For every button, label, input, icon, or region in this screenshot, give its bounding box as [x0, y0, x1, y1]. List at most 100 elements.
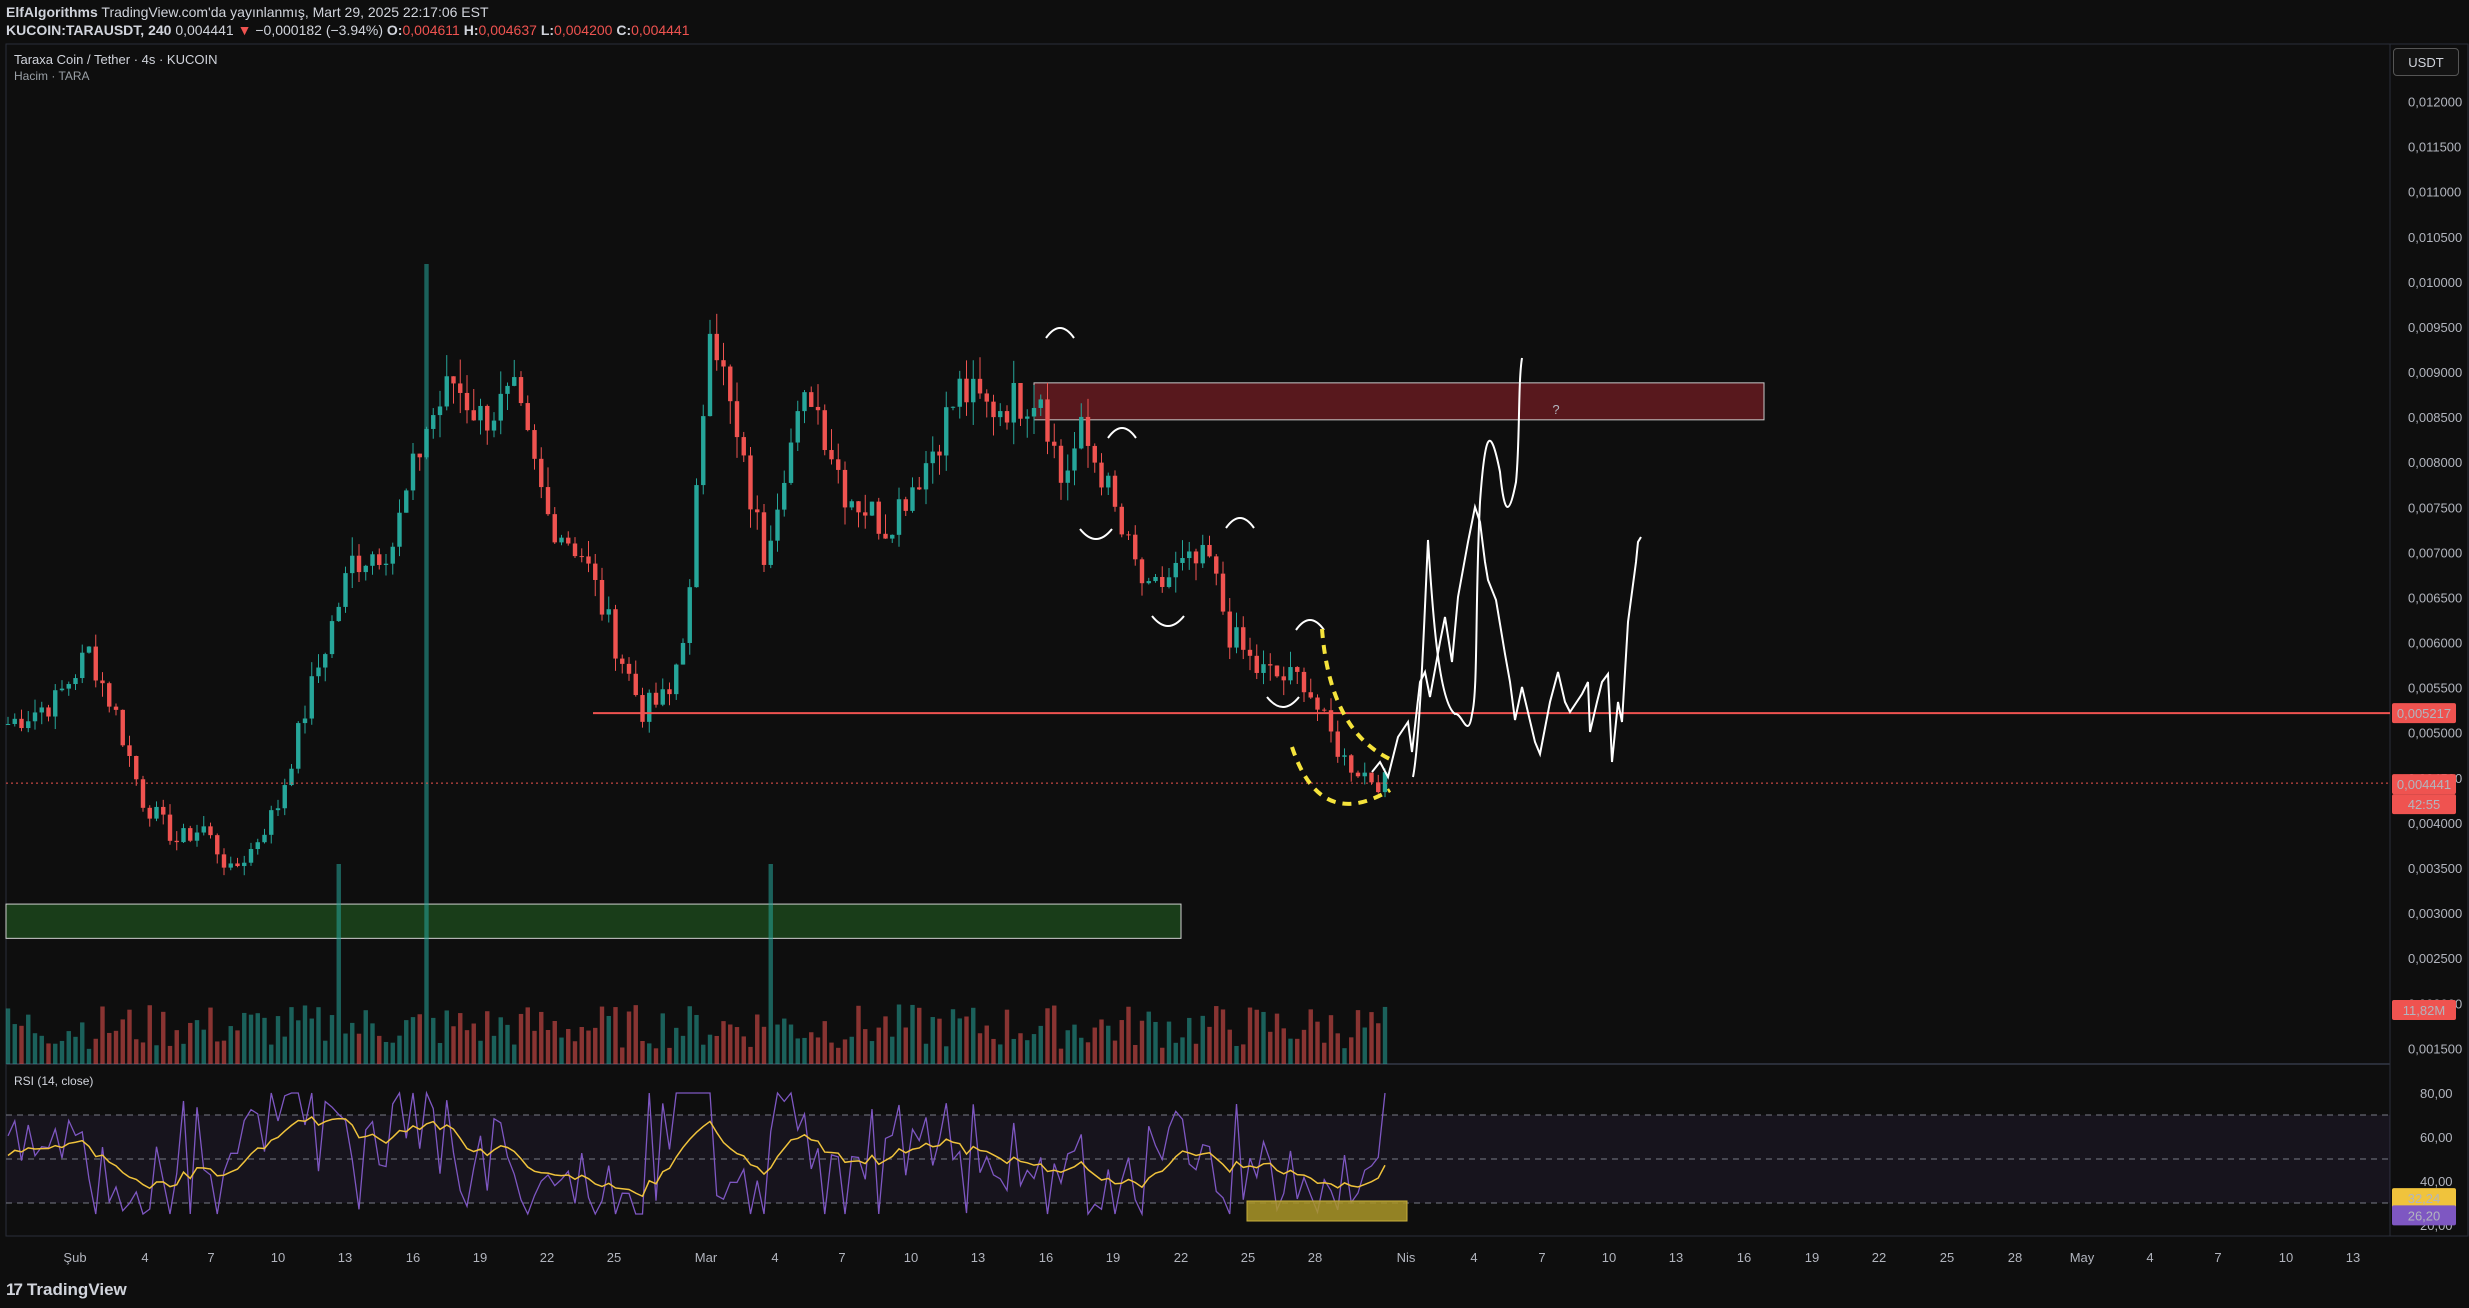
candle-body	[296, 723, 301, 769]
price-tick-label: 0,006000	[2408, 636, 2462, 651]
candle-body	[613, 609, 618, 659]
candle-body	[964, 378, 969, 403]
low-value: 0,004200	[554, 22, 613, 38]
candle-body	[356, 555, 362, 573]
candle-body	[566, 537, 571, 544]
close-value: 0,004441	[631, 22, 690, 38]
candle-body	[269, 810, 274, 835]
time-tick-label: 10	[271, 1250, 285, 1265]
candle-body	[525, 403, 530, 431]
volume-bar	[829, 1042, 834, 1064]
candle-body	[1322, 709, 1327, 711]
candle-body	[647, 692, 652, 722]
volume-bar	[640, 1041, 645, 1064]
author-name[interactable]: ElfAlgorithms	[6, 4, 98, 20]
time-tick-label: 28	[2008, 1250, 2022, 1265]
volume-bar	[228, 1026, 233, 1064]
volume-bar	[194, 1020, 200, 1064]
candle-body	[593, 563, 598, 580]
volume-bar	[26, 1014, 31, 1064]
volume-bar	[53, 1043, 58, 1064]
time-tick-label: 4	[141, 1250, 148, 1265]
series-legend[interactable]: Taraxa Coin / Tether · 4s · KUCOIN	[14, 52, 218, 67]
price-tick-label: 0,008000	[2408, 455, 2462, 470]
candle-body	[350, 555, 355, 574]
volume-bar	[525, 1007, 530, 1064]
symbol-label[interactable]: KUCOIN:TARAUSDT, 240	[6, 22, 172, 38]
candle-body	[201, 826, 206, 833]
candle-body	[431, 415, 436, 429]
candle-body	[1281, 676, 1286, 681]
candle-body	[923, 463, 929, 490]
candle-body	[606, 609, 611, 615]
tradingview-logo[interactable]: 17 TradingView	[6, 1280, 127, 1300]
volume-bar	[1274, 1013, 1280, 1064]
volume-bar	[1106, 1025, 1111, 1064]
candle-body	[1085, 416, 1091, 446]
volume-bar	[707, 1034, 713, 1064]
volume-bar	[950, 1009, 956, 1064]
volume-bar	[464, 1030, 470, 1064]
volume-bar	[1187, 1017, 1192, 1064]
volume-bar	[100, 1006, 105, 1064]
brand-name: TradingView	[26, 1280, 127, 1299]
candle-body	[464, 392, 470, 411]
volume-legend[interactable]: Hacim · TARA	[14, 69, 90, 83]
volume-bar	[1315, 1021, 1320, 1064]
volume-bar	[977, 1033, 983, 1064]
volume-bar	[1295, 1038, 1300, 1064]
volume-bar	[161, 1011, 166, 1064]
candle-body	[1004, 411, 1010, 423]
volume-bar	[1220, 1009, 1226, 1064]
publish-info: TradingView.com'da yayınlanmış, Mart 29,…	[101, 4, 489, 20]
chart-area[interactable]: ? 0,012000 0,011500 0,011000 0,010500 0,01000…	[0, 42, 2469, 1272]
candle-body	[1308, 692, 1313, 698]
candle-body	[984, 393, 989, 402]
volume-bar	[1112, 1040, 1118, 1064]
drawn-arc	[1079, 528, 1113, 540]
candle-body	[1139, 559, 1145, 584]
volume-bar	[930, 1017, 935, 1064]
volume-bar	[883, 1016, 888, 1064]
candle-body	[1369, 772, 1374, 783]
candle-body	[667, 689, 672, 695]
time-tick-label: 19	[1106, 1250, 1120, 1265]
rsi-legend[interactable]: RSI (14, close)	[14, 1074, 94, 1088]
candle-body	[1153, 576, 1158, 582]
candle-body	[917, 487, 922, 490]
volume-bar	[653, 1048, 659, 1064]
candle-body	[1119, 506, 1124, 535]
rsi-ma-tag-bg	[2392, 1188, 2456, 1209]
volume-bar	[397, 1035, 402, 1064]
volume-bar	[768, 864, 773, 1064]
volume-bar	[316, 1007, 321, 1064]
volume-bar	[221, 1040, 227, 1064]
candle-body	[208, 826, 213, 836]
projection-path	[1412, 357, 1523, 778]
volume-bar	[32, 1033, 38, 1064]
candle-body	[404, 490, 409, 513]
volume-bar	[113, 1030, 119, 1064]
candle-body	[944, 407, 949, 456]
volume-bar	[39, 1035, 44, 1064]
question-mark-note: ?	[1552, 402, 1559, 417]
chart-border	[5, 43, 2469, 1237]
chart-svg[interactable]: ? 0,012000 0,011500 0,011000 0,010500 0,01000…	[0, 42, 2469, 1272]
volume-bar	[728, 1024, 733, 1064]
candle-body	[883, 533, 888, 539]
candle-body	[66, 684, 71, 689]
rsi-highlight-box	[1246, 1200, 1408, 1222]
currency-button[interactable]: USDT	[2393, 48, 2459, 76]
candle-body	[12, 718, 17, 724]
candle-body	[1099, 462, 1104, 488]
candle-body	[383, 563, 389, 565]
volume-bar	[437, 1042, 443, 1064]
drawn-arc	[1295, 619, 1325, 631]
volume-bar	[1288, 1038, 1293, 1064]
candle-body	[498, 393, 503, 421]
volume-bar	[485, 1011, 490, 1064]
volume-bar	[1085, 1042, 1091, 1064]
time-tick-label: 10	[1602, 1250, 1616, 1265]
time-tick-label: 28	[1308, 1250, 1322, 1265]
volume-bar	[46, 1043, 51, 1064]
